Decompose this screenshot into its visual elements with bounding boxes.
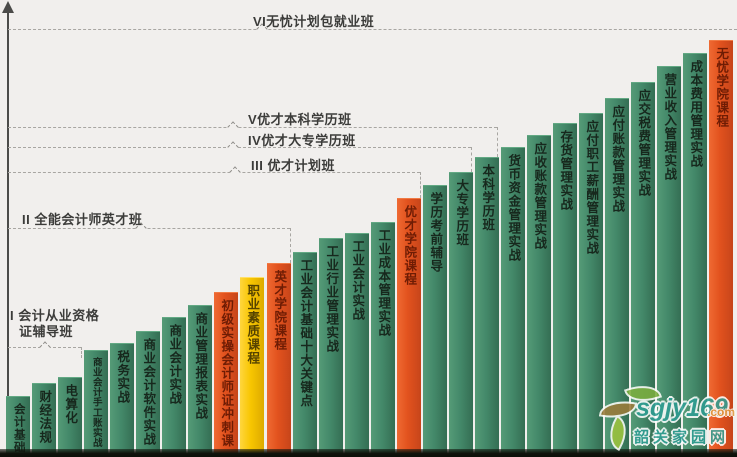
course-bar: 财经法规	[32, 383, 56, 457]
tier-i-label-line1: I 会计从业资格	[10, 308, 100, 323]
watermark-site: sgjy169	[636, 394, 728, 422]
bar-label: 初级实操会计师证冲刺课	[219, 299, 234, 448]
tier-ii-drop	[290, 228, 291, 263]
course-bar: 学历考前辅导	[423, 185, 447, 457]
course-bar: 工业成本管理实战	[371, 222, 395, 457]
bar-label: 应付职工薪酬管理实战	[584, 120, 599, 255]
course-bar: 电算化	[58, 377, 82, 457]
tier-iii-drop	[420, 172, 421, 198]
bar-label: 会计基础	[12, 403, 25, 454]
bar-label: 大专学历班	[454, 179, 469, 247]
course-bar: 存货管理实战	[553, 123, 577, 457]
watermark-flower-icon	[601, 415, 635, 451]
course-bar: 货币资金管理实战	[501, 147, 525, 457]
bar-label: 货币资金管理实战	[506, 154, 521, 262]
bar-label: 营业收入管理实战	[662, 73, 677, 181]
tier-vi-line	[8, 29, 737, 30]
bar-label: 无忧学院课程	[714, 47, 729, 128]
course-bar: 英才学院课程	[267, 263, 291, 457]
bar-label: 商业会计实战	[167, 324, 182, 405]
bar-label: 财经法规	[37, 390, 52, 444]
bar-label: 工业行业管理实战	[324, 245, 339, 353]
tier-iii-line	[8, 172, 420, 173]
tier-vi-label: VI无忧计划包就业班	[253, 14, 375, 29]
course-bar: 优才学院课程	[397, 198, 421, 457]
axis-arrow-icon	[2, 1, 14, 13]
watermark-domain: .com	[707, 405, 736, 419]
bar-label: 工业成本管理实战	[376, 229, 391, 337]
course-bar: 本科学历班	[475, 157, 499, 457]
bar-label: 英才学院课程	[272, 270, 287, 351]
bar-label: 优才学院课程	[402, 205, 417, 286]
bar-label: 存货管理实战	[558, 130, 573, 211]
course-bar: 工业会计基础十大关键点	[293, 252, 317, 457]
course-bar: 会计基础	[6, 396, 30, 457]
watermark-caption: 韶关家园网	[634, 429, 730, 446]
course-bar: 职业素质课程	[240, 277, 264, 457]
course-bar: 无忧学院课程	[709, 40, 733, 457]
course-bar: 税务实战	[110, 343, 134, 457]
bar-label: 应收账款管理实战	[532, 142, 547, 250]
bar-label: 本科学历班	[480, 164, 495, 232]
course-bar: 工业会计实战	[345, 233, 369, 457]
course-bar: 初级实操会计师证冲刺课	[214, 292, 238, 457]
tier-iii-label: III 优才计划班	[251, 158, 335, 173]
course-bar: 大专学历班	[449, 172, 473, 457]
watermark: sgjy169 .com 韶关家园网	[594, 379, 737, 451]
tier-ii-line	[8, 228, 290, 229]
tier-iv-label: IV优才大专学历班	[248, 133, 356, 148]
tier-iv-line	[8, 147, 471, 148]
bar-label: 应交税费管理实战	[636, 89, 651, 197]
bar-label: 应付账款管理实战	[610, 105, 625, 213]
course-bar: 应付账款管理实战	[605, 98, 629, 457]
bar-label: 成本费用管理实战	[688, 60, 703, 168]
course-bar: 成本费用管理实战	[683, 53, 707, 457]
course-bar: 营业收入管理实战	[657, 66, 681, 457]
tier-v-line	[8, 127, 497, 128]
course-bar: 工业行业管理实战	[319, 238, 343, 457]
bar-label: 电算化	[63, 384, 78, 425]
tier-iv-drop	[471, 147, 472, 172]
tier-i-label-line2: 证辅导班	[19, 324, 74, 339]
tier-i-drop	[81, 347, 82, 358]
bar-label: 工业会计实战	[350, 240, 365, 321]
bar-label: 学历考前辅导	[428, 192, 443, 273]
bar-label: 商业会计软件实战	[141, 338, 156, 446]
bar-label: 职业素质课程	[245, 284, 260, 365]
tier-i-label: I 会计从业资格 证辅导班	[10, 308, 99, 340]
bar-label: 商业管理报表实战	[193, 312, 208, 420]
bottom-shadow	[0, 449, 737, 457]
course-bar: 商业会计手工账实战	[84, 350, 108, 457]
level-axis	[7, 12, 9, 457]
course-bar: 商业管理报表实战	[188, 305, 212, 457]
tier-v-label: V优才本科学历班	[248, 112, 352, 127]
bar-label: 商业会计手工账实战	[90, 357, 102, 448]
bar-label: 工业会计基础十大关键点	[298, 259, 313, 408]
course-bar: 应收账款管理实战	[527, 135, 551, 457]
bar-label: 税务实战	[115, 350, 130, 404]
course-bar: 应付职工薪酬管理实战	[579, 113, 603, 457]
tier-ii-label: II 全能会计师英才班	[22, 212, 143, 227]
course-bar: 商业会计软件实战	[136, 331, 160, 457]
tier-v-drop	[497, 127, 498, 157]
course-bar: 商业会计实战	[162, 317, 186, 457]
